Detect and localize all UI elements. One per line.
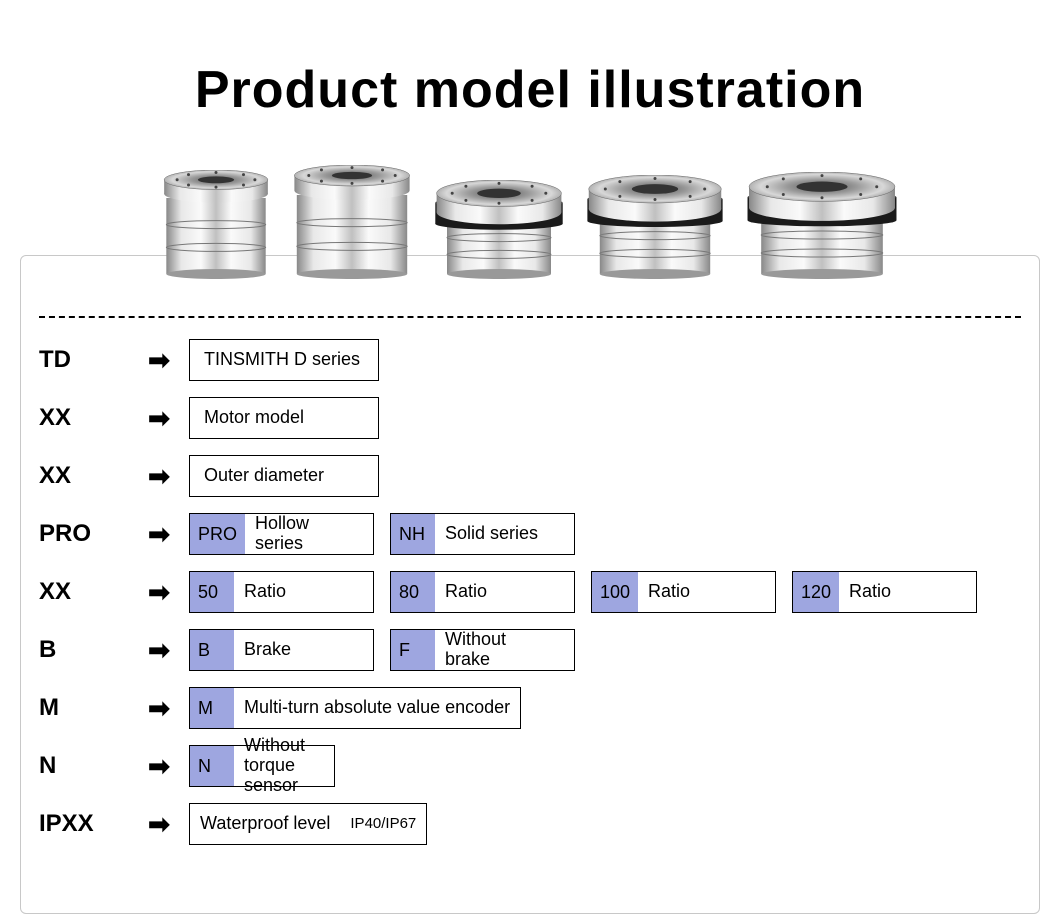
option-tag: PRO: [190, 514, 245, 554]
option-label: TINSMITH D series: [190, 340, 374, 380]
model-row: IPXX➡Waterproof levelIP40/IP67: [39, 802, 1021, 846]
product-image: [746, 172, 898, 280]
option-label: Ratio: [638, 572, 700, 612]
model-code: XX: [39, 404, 129, 432]
option-box: Outer diameter: [189, 455, 379, 497]
option-label: Motor model: [190, 398, 318, 438]
option-label: Hollow series: [245, 514, 345, 554]
option-label: Without brake: [435, 630, 535, 670]
option-tag: M: [190, 688, 234, 728]
option-list: 50Ratio80Ratio100Ratio120Ratio: [189, 571, 1021, 613]
option-sublabel: IP40/IP67: [340, 804, 426, 844]
model-code: B: [39, 636, 129, 664]
option-label: Brake: [234, 630, 301, 670]
arrow-icon: ➡: [129, 461, 189, 492]
option-box: TINSMITH D series: [189, 339, 379, 381]
model-code: PRO: [39, 520, 129, 548]
model-row: TD➡TINSMITH D series: [39, 338, 1021, 382]
arrow-icon: ➡: [129, 635, 189, 666]
option-box: 50Ratio: [189, 571, 374, 613]
product-image: [586, 175, 724, 280]
arrow-icon: ➡: [129, 751, 189, 782]
option-box: 120Ratio: [792, 571, 977, 613]
product-images-row: [0, 150, 1060, 280]
model-code: TD: [39, 346, 129, 374]
arrow-icon: ➡: [129, 693, 189, 724]
model-row: N➡NWithout torque sensor: [39, 744, 1021, 788]
option-tag: 50: [190, 572, 234, 612]
option-list: Motor model: [189, 397, 1021, 439]
option-list: Outer diameter: [189, 455, 1021, 497]
arrow-icon: ➡: [129, 519, 189, 550]
model-row: XX➡50Ratio80Ratio100Ratio120Ratio: [39, 570, 1021, 614]
option-list: TINSMITH D series: [189, 339, 1021, 381]
option-label: Ratio: [839, 572, 901, 612]
product-image: [292, 165, 412, 280]
model-code: XX: [39, 462, 129, 490]
option-box: Motor model: [189, 397, 379, 439]
model-row: B➡BBrakeFWithout brake: [39, 628, 1021, 672]
product-image: [162, 170, 270, 280]
option-box: PROHollow series: [189, 513, 374, 555]
option-box: MMulti-turn absolute value encoder: [189, 687, 521, 729]
model-code: IPXX: [39, 810, 129, 838]
option-box: 100Ratio: [591, 571, 776, 613]
option-label: Waterproof level: [190, 804, 340, 844]
arrow-icon: ➡: [129, 809, 189, 840]
option-tag: N: [190, 746, 234, 786]
arrow-icon: ➡: [129, 403, 189, 434]
option-tag: 120: [793, 572, 839, 612]
option-tag: B: [190, 630, 234, 670]
option-list: BBrake FWithout brake: [189, 629, 1021, 671]
option-box: FWithout brake: [390, 629, 575, 671]
option-label: Without torque sensor: [234, 746, 334, 786]
option-tag: 100: [592, 572, 638, 612]
option-label: Solid series: [435, 514, 548, 554]
arrow-icon: ➡: [129, 345, 189, 376]
option-label: Outer diameter: [190, 456, 338, 496]
option-box: BBrake: [189, 629, 374, 671]
option-box: NWithout torque sensor: [189, 745, 335, 787]
option-label: Ratio: [435, 572, 497, 612]
option-label: Ratio: [234, 572, 296, 612]
model-row: XX➡Motor model: [39, 396, 1021, 440]
option-box: Waterproof levelIP40/IP67: [189, 803, 427, 845]
model-code-rows: TD➡TINSMITH D seriesXX➡Motor modelXX➡Out…: [21, 318, 1039, 846]
option-box: 80Ratio: [390, 571, 575, 613]
model-code: XX: [39, 578, 129, 606]
content-frame: TD➡TINSMITH D seriesXX➡Motor modelXX➡Out…: [20, 255, 1040, 914]
option-tag: F: [391, 630, 435, 670]
model-row: PRO➡PROHollow seriesNHSolid series: [39, 512, 1021, 556]
option-label: Multi-turn absolute value encoder: [234, 688, 520, 728]
option-list: PROHollow series NHSolid series: [189, 513, 1021, 555]
model-row: M➡MMulti-turn absolute value encoder: [39, 686, 1021, 730]
option-tag: NH: [391, 514, 435, 554]
option-tag: 80: [391, 572, 435, 612]
model-code: M: [39, 694, 129, 722]
product-image: [434, 180, 564, 280]
option-box: NHSolid series: [390, 513, 575, 555]
model-code: N: [39, 752, 129, 780]
page-title: Product model illustration: [0, 0, 1060, 120]
arrow-icon: ➡: [129, 577, 189, 608]
option-list: MMulti-turn absolute value encoder: [189, 687, 1021, 729]
option-list: NWithout torque sensor: [189, 745, 1021, 787]
option-list: Waterproof levelIP40/IP67: [189, 803, 1021, 845]
model-row: XX➡Outer diameter: [39, 454, 1021, 498]
